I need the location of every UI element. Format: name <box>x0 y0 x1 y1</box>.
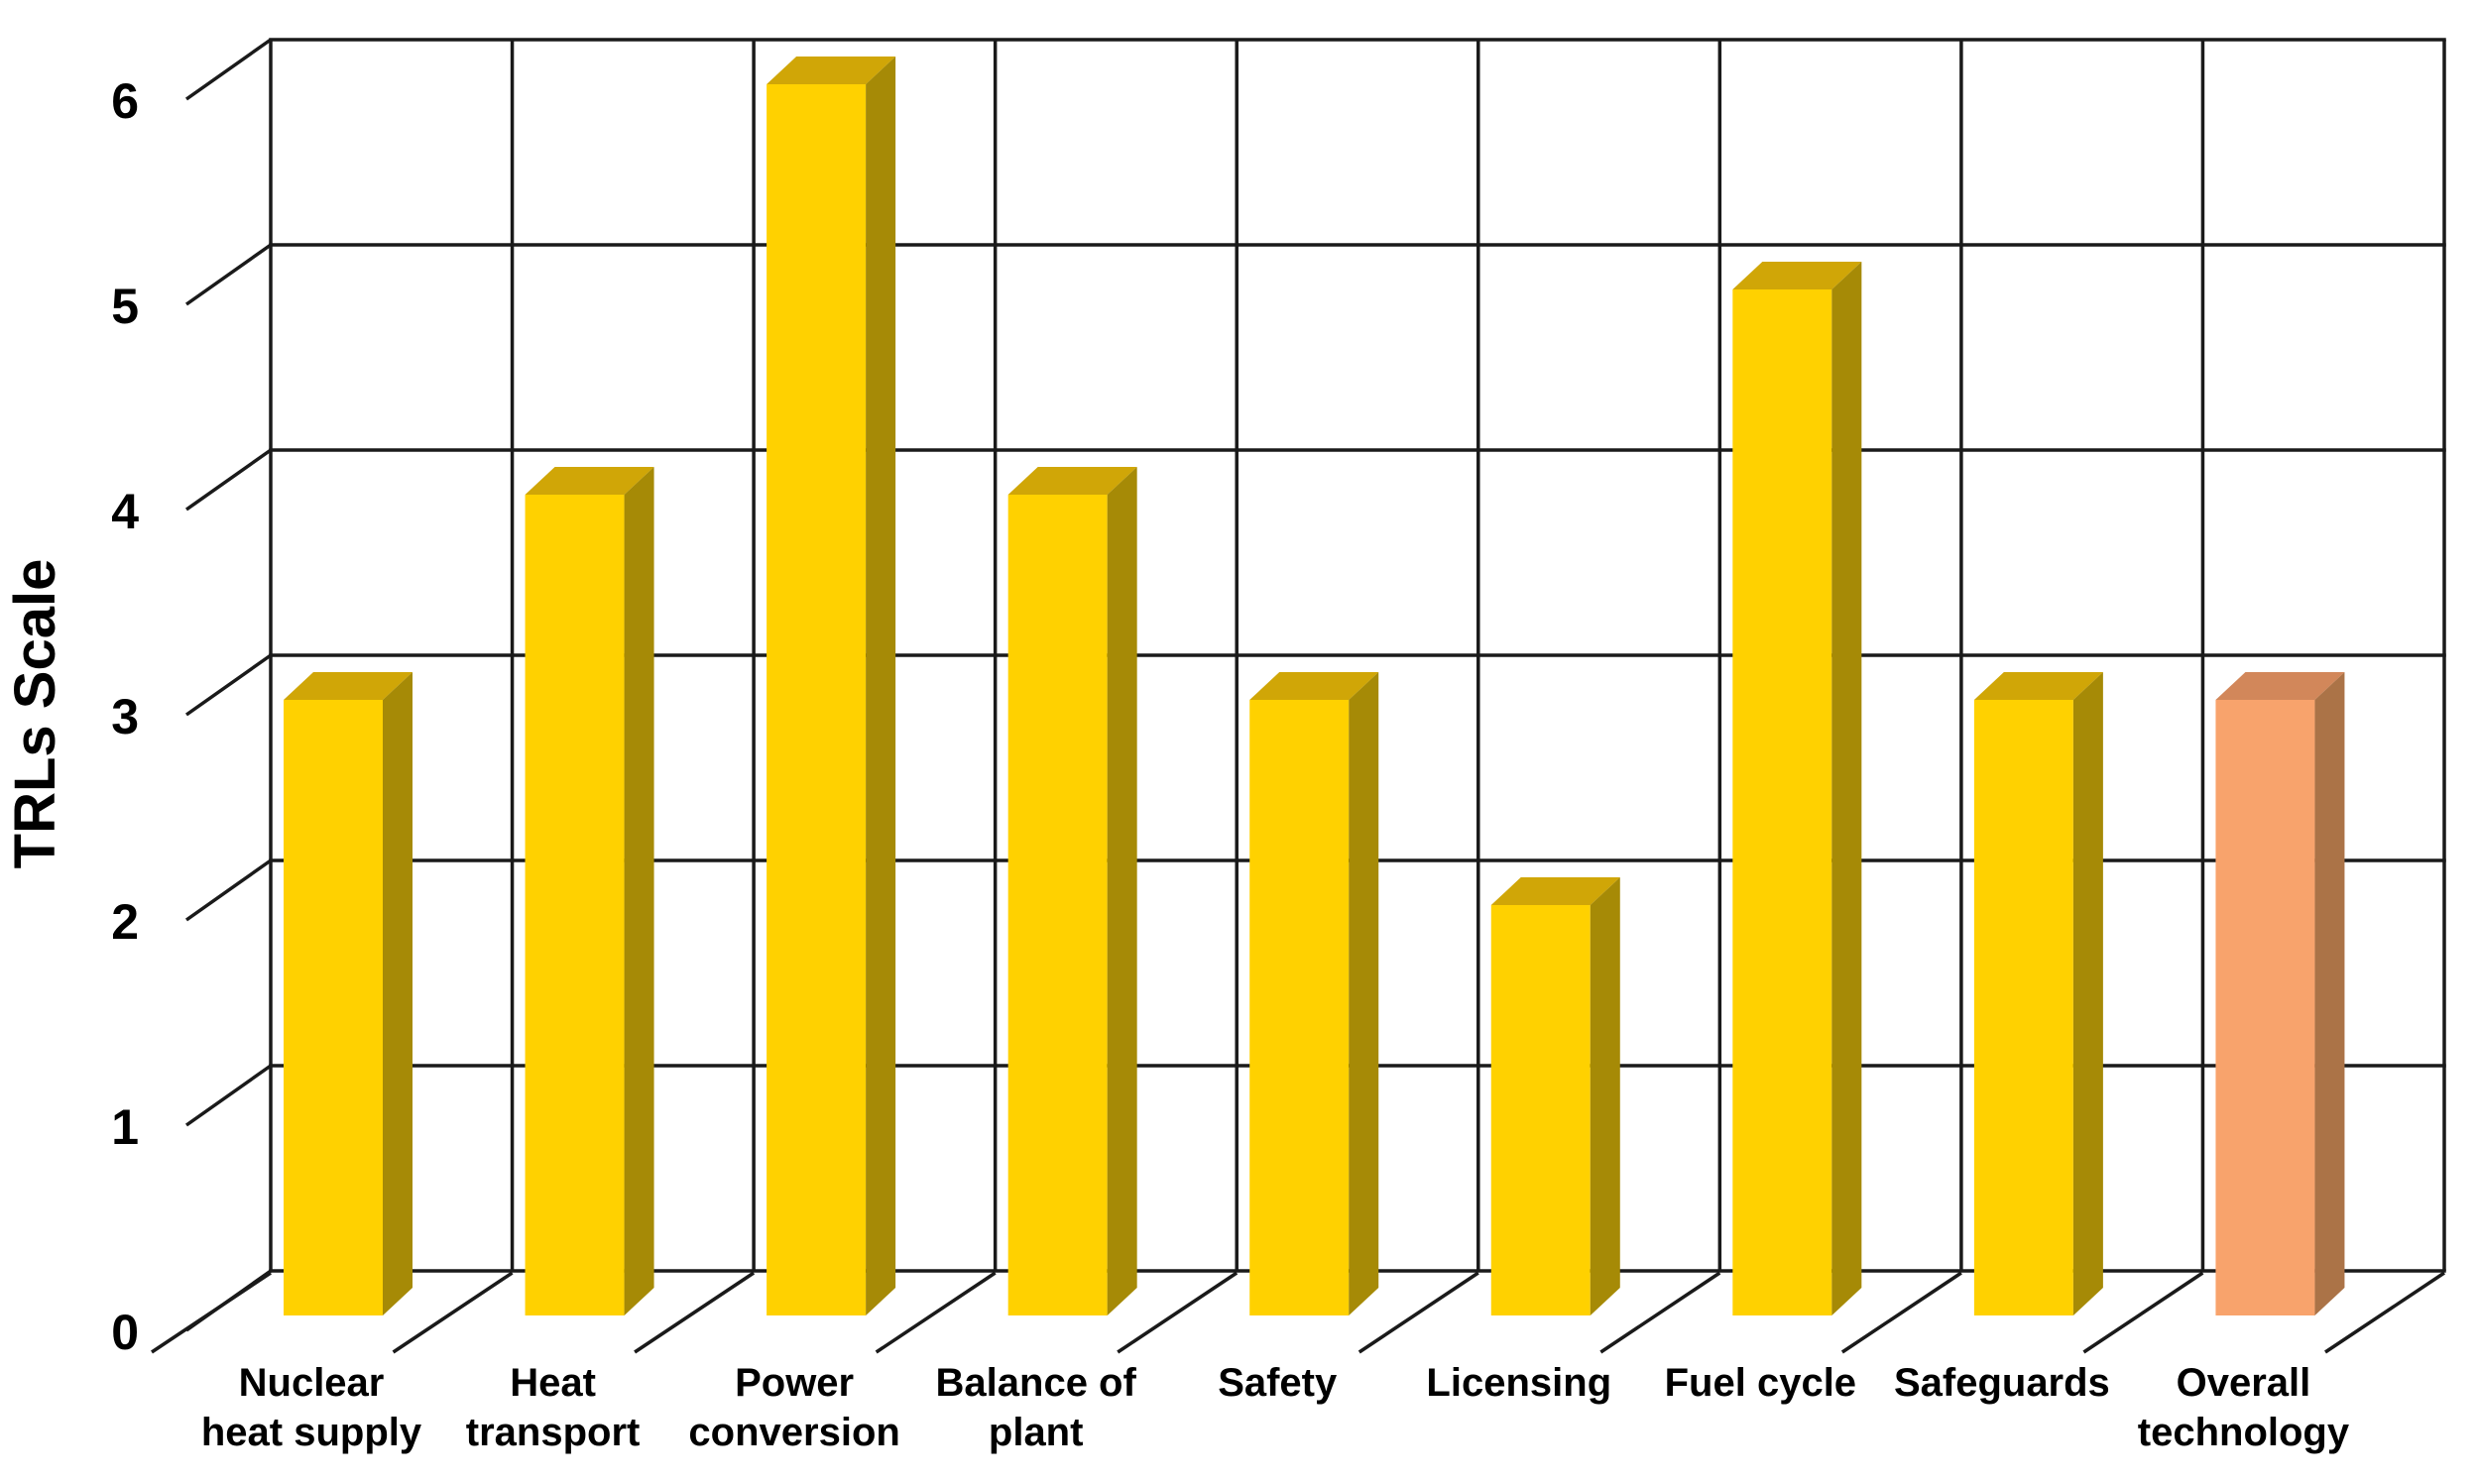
bar-top-face <box>2215 672 2345 700</box>
bar-side-face <box>866 57 896 1315</box>
bar-top-face <box>1732 262 1862 289</box>
bar-top-face <box>1007 467 1137 495</box>
y-tick-5 <box>184 243 273 306</box>
category-label-line: Safety <box>1218 1361 1338 1405</box>
bar-top-face <box>284 672 413 700</box>
floor-tick-0 <box>151 1271 272 1354</box>
floor-tick-5 <box>1357 1271 1479 1354</box>
bar-side-face <box>1590 877 1620 1315</box>
category-label-safety: Safety <box>1218 1361 1338 1405</box>
y-tick-1 <box>184 1064 273 1127</box>
bar-top-face <box>767 57 896 84</box>
bar-side-face <box>1831 262 1862 1315</box>
y-tick-label-0: 0 <box>111 1305 139 1360</box>
y-tick-label-1: 1 <box>111 1099 139 1155</box>
bar-side-face <box>383 672 413 1315</box>
bar-front-face <box>1007 495 1108 1315</box>
category-label-line: Heat <box>510 1361 596 1405</box>
bar-front-face <box>767 84 867 1315</box>
category-label-line: plant <box>989 1411 1084 1454</box>
bar-licensing <box>1490 877 1620 1315</box>
y-tick-label-5: 5 <box>111 279 139 334</box>
y-tick-label-4: 4 <box>111 484 139 539</box>
category-label-line: Balance of <box>936 1361 1137 1405</box>
bar-safety <box>1249 672 1379 1315</box>
y-tick-label-2: 2 <box>111 894 139 950</box>
category-label-balance-of-plant: Balance of plant <box>936 1361 1137 1454</box>
bar-side-face <box>2072 672 2103 1315</box>
bar-heat-transport <box>525 467 654 1315</box>
y-axis-ticks <box>184 38 273 1332</box>
y-tick-3 <box>184 653 273 717</box>
floor-tick-1 <box>392 1271 514 1354</box>
category-label-power-conversion: Power conversion <box>688 1361 899 1454</box>
floor-tick-6 <box>1599 1271 1721 1354</box>
bar-front-face <box>1973 700 2073 1315</box>
y-tick-label-3: 3 <box>111 689 139 744</box>
category-label-line: Safeguards <box>1894 1361 2110 1405</box>
category-label-nuclear-heat-supply: Nuclear heat supply <box>201 1361 422 1454</box>
category-label-fuel-cycle: Fuel cycle <box>1665 1361 1856 1405</box>
bars <box>284 57 2345 1315</box>
y-tick-6 <box>184 38 273 101</box>
bar-side-face <box>624 467 654 1315</box>
bar-nuclear-heat-supply <box>284 672 413 1315</box>
bar-side-face <box>1349 672 1379 1315</box>
y-tick-2 <box>184 858 273 922</box>
bar-overall-technology <box>2215 672 2345 1315</box>
category-label-line: Power <box>735 1361 854 1405</box>
category-label-overall-technology: Overall technology <box>2138 1361 2350 1454</box>
category-label-line: technology <box>2138 1411 2350 1454</box>
floor-tick-8 <box>2082 1271 2204 1354</box>
y-axis-title: TRLs Scale <box>3 559 67 869</box>
bar-top-face <box>1249 672 1379 700</box>
bar-side-face <box>2314 672 2345 1315</box>
category-label-line: Licensing <box>1426 1361 1611 1405</box>
category-label-licensing: Licensing <box>1426 1361 1611 1405</box>
category-label-line: transport <box>466 1411 641 1454</box>
bar-side-face <box>1107 467 1137 1315</box>
category-label-line: Overall <box>2177 1361 2311 1405</box>
category-label-line: conversion <box>688 1411 899 1454</box>
floor-tick-3 <box>875 1271 997 1354</box>
bar-top-face <box>525 467 654 495</box>
bar-front-face <box>1249 700 1350 1315</box>
category-label-safeguards: Safeguards <box>1894 1361 2110 1405</box>
y-tick-labels: 0 1 2 3 4 5 6 <box>111 73 139 1360</box>
floor-tick-7 <box>1840 1271 1962 1354</box>
floor-ticks <box>151 1271 2445 1354</box>
category-label-line: Fuel cycle <box>1665 1361 1856 1405</box>
bar-top-face <box>1973 672 2103 700</box>
bar-front-face <box>1732 289 1832 1315</box>
bar-power-conversion <box>767 57 896 1315</box>
bar-balance-of-plant <box>1007 467 1137 1315</box>
category-label-heat-transport: Heat transport <box>466 1361 641 1454</box>
bar-front-face <box>1490 905 1591 1315</box>
y-tick-label-6: 6 <box>111 73 139 129</box>
bar-front-face <box>2215 700 2315 1315</box>
bar-safeguards <box>1973 672 2103 1315</box>
bar-top-face <box>1490 877 1620 905</box>
floor-tick-9 <box>2324 1271 2445 1354</box>
category-labels: Nuclear heat supply Heat transport Power conv… <box>201 1361 2350 1454</box>
bar-front-face <box>525 495 625 1315</box>
category-label-line: Nuclear <box>239 1361 385 1405</box>
bar-front-face <box>284 700 383 1315</box>
bar-fuel-cycle <box>1732 262 1862 1315</box>
gridlines <box>269 38 2446 1273</box>
floor-tick-4 <box>1117 1271 1239 1354</box>
category-label-line: heat supply <box>201 1411 422 1454</box>
y-tick-4 <box>184 448 273 512</box>
floor-tick-2 <box>634 1271 756 1354</box>
